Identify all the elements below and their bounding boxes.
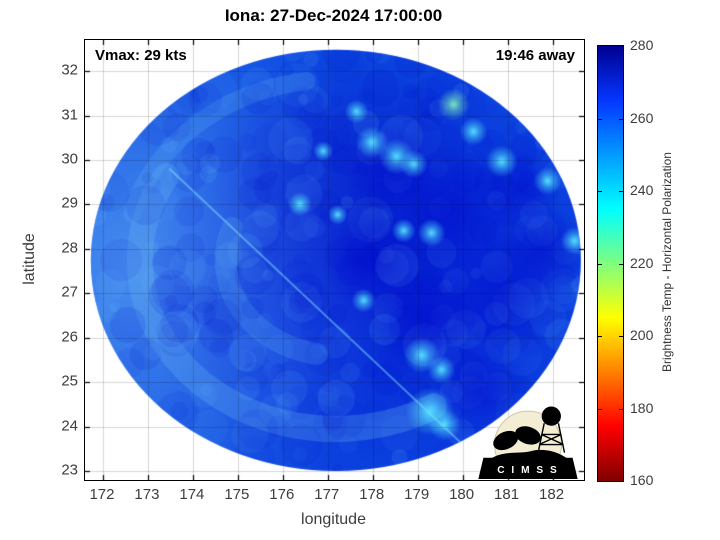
colorbar-tick-label: 200 [630,327,654,343]
colorbar-tick-mark [619,408,623,410]
cimss-logo: C I M S S [478,406,578,479]
satellite-dish-icon [493,430,519,451]
colorbar-tick-mark [598,118,602,120]
colorbar-tick-label: 240 [630,182,654,198]
x-tick-label: 175 [224,486,250,503]
colorbar-tick-label: 220 [630,254,654,271]
y-tick-label: 24 [61,417,78,435]
time-away-annotation: 19:46 away [495,47,575,64]
colorbar-tick-mark [598,408,602,410]
y-tick-label: 32 [61,61,78,79]
y-tick-label: 28 [61,239,78,257]
colorbar-tick-mark [598,263,602,265]
x-axis-label: longitude [301,511,366,528]
colorbar-tick-mark [598,336,602,337]
y-tick-label: 29 [61,194,78,212]
x-tick-label: 174 [179,486,205,503]
x-tick-label: 173 [134,486,160,503]
x-tick-label: 181 [494,486,520,503]
y-tick-label: 23 [61,461,78,479]
colorbar-tick-mark [619,191,623,192]
y-tick-label: 26 [61,328,78,346]
colorbar [597,45,624,482]
logo-banner-text: C I M S S [497,465,559,476]
colorbar-tick-mark [598,191,602,192]
y-tick-label: 31 [61,106,78,124]
y-tick-label: 30 [61,150,78,168]
x-tick-label: 176 [269,486,295,503]
y-tick-label: 27 [61,283,78,301]
colorbar-tick-label: 260 [630,109,654,126]
x-tick-label: 172 [89,486,115,503]
colorbar-label: Brightness Temp - Horizontal Polarizatio… [660,152,674,372]
vmax-annotation: Vmax: 29 kts [95,47,187,64]
y-tick-label: 25 [61,372,78,390]
colorbar-tick-label: 160 [630,472,654,488]
colorbar-tick-mark [619,263,623,265]
x-tick-label: 178 [359,486,385,503]
colorbar-tick-label: 180 [630,399,654,416]
water-tower-tank [541,406,561,426]
colorbar-tick-label: 280 [630,37,654,53]
x-tick-label: 180 [449,486,475,503]
plot-title: Iona: 27-Dec-2024 17:00:00 [224,6,443,25]
plot-area: Vmax: 29 kts 19:46 away C I M S S [84,39,585,481]
satellite-dish-icon [515,426,541,445]
x-tick-label: 182 [539,486,565,503]
brightness-temp-swath [85,40,584,480]
x-tick-label: 179 [404,486,430,503]
colorbar-tick-mark [619,336,623,337]
water-tower-icon [537,423,566,453]
y-axis-label: latitude [21,233,38,285]
logo-banner [478,457,578,479]
colorbar-tick-mark [619,118,623,120]
x-tick-label: 177 [314,486,340,503]
